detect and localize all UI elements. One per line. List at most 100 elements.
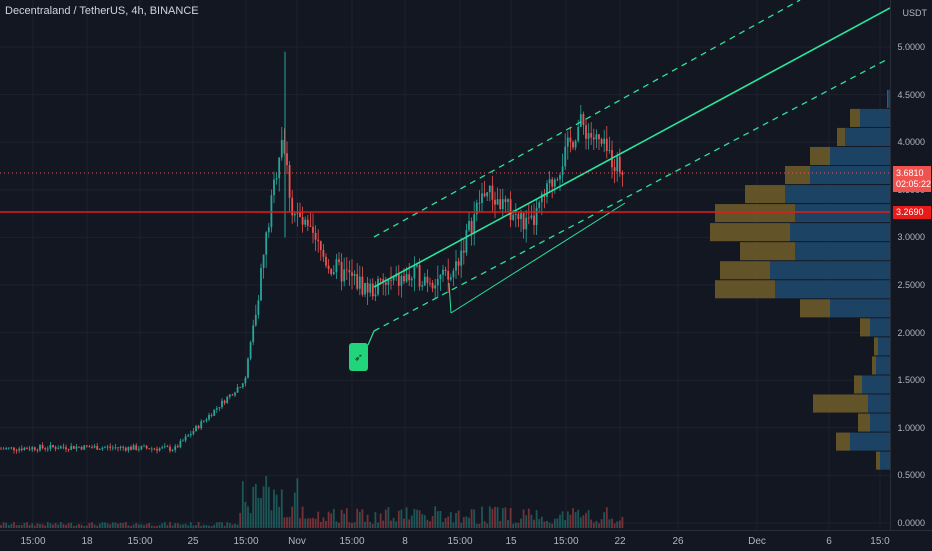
channel-upper-line: [373, 0, 801, 238]
time-axis[interactable]: 15:00 18 15:00 25 15:00 Nov 15:00 8 15:00 15 15:00…: [0, 530, 932, 551]
volume-bar: [304, 518, 307, 528]
candle-body: [13, 447, 15, 451]
volume-bar: [364, 521, 366, 528]
volume-bar: [574, 512, 577, 528]
volume-profile: [710, 89, 890, 470]
countdown-value: 02:05:22: [896, 179, 932, 189]
level-price-badge: 3.2690: [893, 206, 931, 219]
candle-body: [621, 172, 624, 175]
volume-bar: [421, 514, 424, 528]
volume-bar: [244, 501, 247, 528]
volume-bar: [439, 510, 442, 528]
candle-body: [189, 433, 192, 436]
candle-body: [527, 217, 530, 219]
volume-bar: [270, 510, 273, 528]
volume-bar: [67, 523, 70, 528]
candle-body: [538, 202, 541, 208]
volume-bar: [273, 489, 275, 528]
candle-body: [239, 387, 242, 389]
volume-bar: [348, 522, 351, 528]
candle-body: [530, 215, 533, 218]
candle-body: [418, 264, 421, 287]
candle-body: [590, 133, 593, 138]
chart-canvas[interactable]: [0, 0, 890, 530]
volume-bar: [605, 507, 608, 528]
candle-body: [260, 268, 262, 301]
volume-bar: [52, 524, 54, 528]
volume-bar: [527, 508, 530, 528]
candle-body: [361, 276, 364, 295]
volume-bar: [340, 509, 343, 528]
candle-body: [496, 199, 499, 205]
volume-bar: [470, 509, 473, 528]
volume-profile-row: [850, 432, 890, 451]
candle-body: [145, 445, 148, 449]
volume-bar: [127, 525, 130, 528]
volume-profile-row: [860, 108, 890, 127]
volume-bar: [156, 525, 158, 528]
volume-bar: [221, 522, 223, 528]
volume-bar: [137, 524, 140, 528]
time-tick: 15:00: [127, 536, 153, 547]
volume-bar: [252, 486, 255, 528]
volume-bar: [23, 522, 26, 528]
volume-bar: [228, 523, 231, 528]
candle-body: [5, 448, 8, 449]
volume-bar: [449, 512, 452, 528]
candle-body: [413, 266, 416, 279]
volume-bar: [564, 519, 567, 528]
candle-body: [33, 447, 36, 450]
candle-body: [114, 447, 117, 449]
volume-bar: [293, 492, 296, 528]
candle-body: [379, 278, 382, 280]
volume-profile-row: [850, 108, 860, 127]
volume-profile-row: [872, 356, 876, 375]
candle-body: [140, 446, 143, 450]
candle-body: [317, 239, 320, 242]
volume-profile-row: [740, 242, 795, 261]
candle-body: [150, 448, 153, 450]
volume-bar: [436, 511, 439, 528]
candle-body: [501, 199, 504, 209]
volume-bar: [327, 511, 330, 528]
candle-body: [457, 261, 460, 266]
rocket-icon[interactable]: ➶: [349, 343, 368, 371]
volume-bar: [543, 521, 546, 528]
volume-bar: [202, 524, 205, 528]
volume-bar: [205, 525, 208, 528]
volume-bar: [582, 515, 585, 528]
candle-body: [31, 447, 34, 450]
volume-profile-row: [876, 356, 890, 375]
volume-bar: [182, 524, 184, 528]
time-tick: Dec: [748, 536, 766, 547]
candle-body: [46, 448, 49, 450]
candle-body: [137, 449, 140, 450]
volume-bar: [577, 509, 580, 528]
price-tick: 4.0000: [897, 137, 925, 148]
currency-label: USDT: [902, 8, 928, 18]
candle-body: [127, 446, 130, 451]
volume-bar: [10, 524, 13, 528]
candle-body: [353, 274, 356, 276]
volume-bar: [408, 519, 411, 528]
price-axis[interactable]: USDT 5.00004.50004.00003.50003.00002.500…: [890, 0, 932, 530]
candle-body: [486, 192, 489, 197]
volume-bar: [353, 522, 356, 528]
volume-bar: [169, 522, 171, 528]
candle-body: [582, 114, 585, 126]
level-price-value: 3.2690: [896, 207, 924, 217]
volume-bar: [374, 512, 377, 528]
volume-bar: [187, 525, 190, 528]
volume-bar: [361, 509, 364, 528]
candle-body: [166, 446, 169, 448]
volume-bar: [465, 516, 468, 528]
candle-body: [475, 202, 478, 215]
candle-body: [223, 400, 226, 403]
volume-bar: [592, 522, 595, 528]
candle-body: [57, 448, 60, 450]
candle-body: [421, 285, 424, 287]
chart-area[interactable]: Decentraland / TetherUS, 4h, BINANCE ➶: [0, 0, 890, 530]
support-trendline-tick: [448, 282, 452, 314]
candle-body: [273, 179, 275, 196]
volume-bar: [520, 518, 522, 528]
